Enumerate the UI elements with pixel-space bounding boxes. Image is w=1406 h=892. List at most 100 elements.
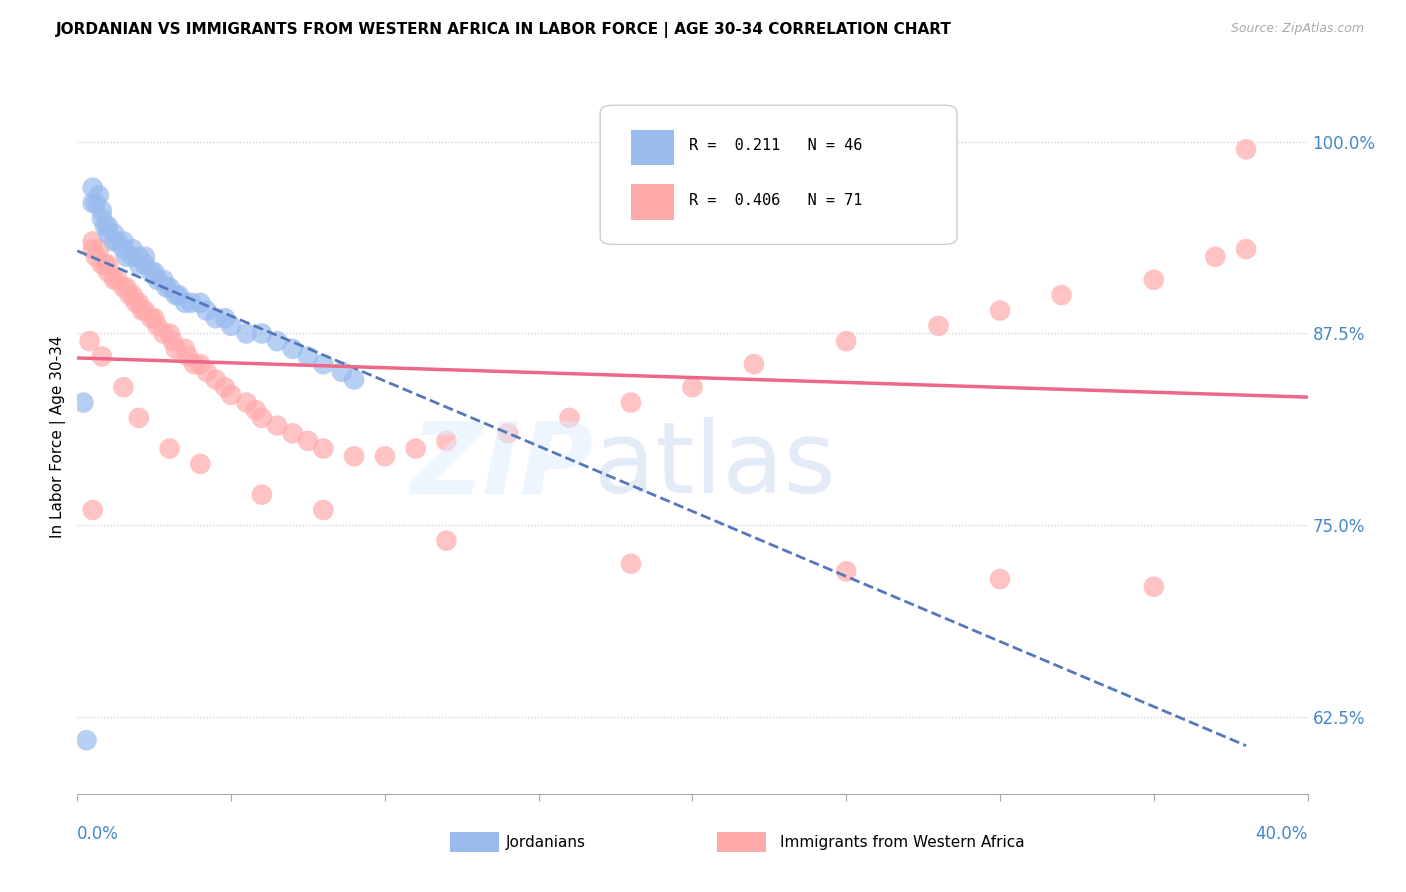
Point: [988, 572, 1011, 586]
Point: [165, 288, 187, 302]
Point: [82, 235, 104, 249]
Point: [105, 235, 128, 249]
Point: [1204, 250, 1226, 264]
Point: [266, 418, 288, 433]
Point: [84, 196, 107, 211]
Point: [188, 357, 212, 371]
Point: [97, 219, 120, 233]
Point: [94, 219, 117, 233]
Point: [141, 311, 163, 326]
Point: [281, 426, 304, 441]
Point: [312, 357, 335, 371]
Point: [219, 318, 242, 333]
Point: [835, 565, 858, 579]
Point: [155, 280, 177, 294]
Point: [128, 295, 150, 310]
Point: [496, 426, 519, 441]
Point: [159, 280, 181, 294]
Point: [90, 350, 114, 364]
Point: [250, 488, 273, 502]
Point: [219, 388, 242, 402]
Point: [112, 380, 135, 394]
Point: [214, 311, 236, 326]
Point: [558, 410, 581, 425]
Text: R =  0.211   N = 46: R = 0.211 N = 46: [689, 138, 862, 153]
Point: [94, 257, 117, 271]
Point: [1234, 142, 1257, 156]
Y-axis label: In Labor Force | Age 30-34: In Labor Force | Age 30-34: [51, 335, 66, 539]
Point: [436, 533, 458, 548]
Point: [143, 265, 166, 279]
Point: [90, 211, 114, 226]
Point: [72, 395, 94, 409]
Text: 0.0%: 0.0%: [77, 825, 120, 843]
Point: [742, 357, 765, 371]
Point: [245, 403, 267, 417]
Point: [312, 442, 335, 456]
Point: [112, 242, 135, 256]
Point: [165, 342, 187, 356]
Point: [204, 372, 226, 386]
Point: [128, 257, 150, 271]
Point: [115, 250, 138, 264]
Point: [162, 334, 184, 348]
Point: [195, 303, 218, 318]
Point: [436, 434, 458, 448]
Text: atlas: atlas: [595, 417, 835, 514]
Point: [103, 235, 125, 249]
Point: [90, 203, 114, 218]
Point: [250, 326, 273, 341]
Point: [121, 250, 143, 264]
Point: [159, 326, 181, 341]
Point: [1050, 288, 1073, 302]
Text: R =  0.406   N = 71: R = 0.406 N = 71: [689, 194, 862, 209]
Point: [250, 410, 273, 425]
Point: [159, 442, 181, 456]
Point: [97, 257, 120, 271]
Text: Source: ZipAtlas.com: Source: ZipAtlas.com: [1230, 22, 1364, 36]
Point: [343, 372, 366, 386]
Point: [82, 503, 104, 517]
Point: [125, 295, 148, 310]
Point: [297, 350, 319, 364]
Point: [188, 295, 212, 310]
Point: [235, 326, 257, 341]
Point: [115, 280, 138, 294]
Text: ZIP: ZIP: [411, 417, 595, 514]
Point: [97, 265, 120, 279]
Point: [82, 242, 104, 256]
Text: JORDANIAN VS IMMIGRANTS FROM WESTERN AFRICA IN LABOR FORCE | AGE 30-34 CORRELATI: JORDANIAN VS IMMIGRANTS FROM WESTERN AFR…: [56, 22, 952, 38]
Point: [620, 557, 643, 571]
Point: [281, 342, 304, 356]
Point: [128, 250, 150, 264]
Point: [988, 303, 1011, 318]
Point: [131, 303, 153, 318]
Point: [214, 380, 236, 394]
Point: [84, 250, 107, 264]
Point: [82, 196, 104, 211]
Point: [835, 334, 858, 348]
Point: [928, 318, 950, 333]
Point: [343, 450, 366, 464]
Point: [103, 227, 125, 241]
Point: [141, 265, 163, 279]
Point: [204, 311, 226, 326]
Point: [128, 410, 150, 425]
Point: [121, 242, 143, 256]
Bar: [631, 129, 673, 165]
Point: [266, 334, 288, 348]
Point: [1234, 242, 1257, 256]
Point: [121, 288, 143, 302]
Point: [118, 288, 141, 302]
Point: [405, 442, 427, 456]
Point: [146, 273, 169, 287]
Point: [76, 733, 98, 747]
Point: [188, 457, 212, 471]
Point: [235, 395, 257, 409]
Point: [312, 503, 335, 517]
Text: Immigrants from Western Africa: Immigrants from Western Africa: [780, 835, 1025, 849]
Point: [174, 295, 197, 310]
Point: [103, 273, 125, 287]
Point: [97, 227, 120, 241]
Point: [87, 188, 110, 202]
